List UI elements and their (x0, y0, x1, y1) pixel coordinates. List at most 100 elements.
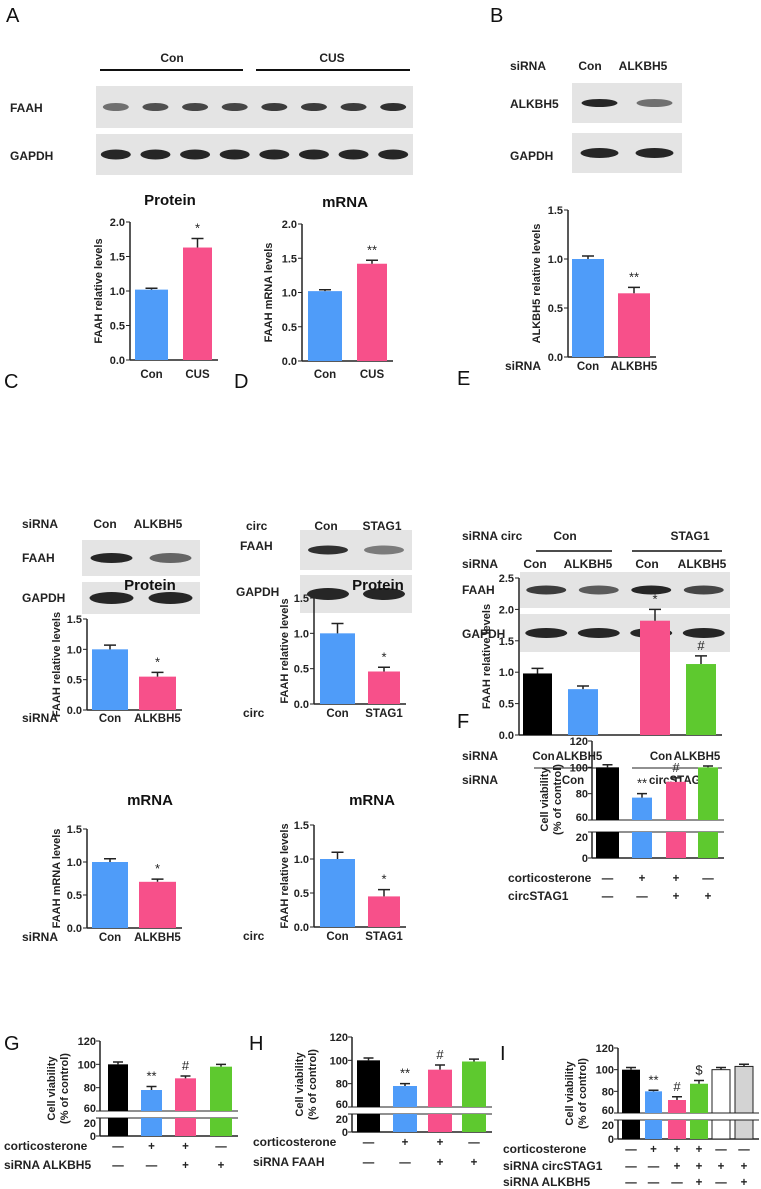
significance-marker: ** (648, 1072, 658, 1087)
bar (640, 620, 670, 735)
row-label: siRNA (505, 359, 541, 373)
chart-a2: 0.0 0.5 1.0 1.5 2.0 FAAH mRNA levels mRNA Con **… (263, 194, 393, 381)
group-label: CUS (319, 51, 344, 65)
significance-marker: $ (695, 1063, 703, 1078)
blot-band (261, 103, 288, 111)
error-bar (695, 655, 707, 665)
blot-band (259, 149, 290, 160)
blot-row-label: GAPDH (462, 627, 505, 641)
condition-mark: — (146, 1160, 158, 1172)
y-tick-label: 1.0 (294, 854, 309, 866)
blot-row-label: ALKBH5 (510, 97, 559, 111)
y-tick-label: 1.0 (67, 644, 82, 656)
bar (308, 291, 342, 361)
bar (92, 649, 128, 710)
y-tick-label: 0.0 (294, 699, 309, 711)
lane-label: Con (635, 557, 658, 571)
y-tick-label: 0.0 (110, 355, 125, 367)
error-bar (331, 851, 344, 859)
y-tick-label: 100 (570, 762, 588, 774)
group-label: Con (553, 529, 576, 543)
chart-h: 120 100 80 60 200 Cell viability (% of control… (253, 1032, 492, 1169)
blot-row-label: GAPDH (236, 585, 279, 599)
condition-mark: + (696, 1144, 703, 1156)
blot-band (636, 99, 673, 107)
error-bar (378, 666, 390, 672)
bar (368, 671, 400, 704)
y-axis-label-unit: (% of control) (307, 1049, 319, 1120)
significance-marker: * (195, 221, 200, 236)
y-tick-label: 80 (576, 789, 588, 801)
blot-band (378, 149, 409, 160)
error-bar (180, 1075, 191, 1079)
y-tick-label: 20 (576, 832, 588, 844)
condition-mark: — (363, 1157, 375, 1169)
error-bar (435, 1064, 445, 1070)
blot-band (580, 148, 619, 158)
x-tick-label: ALKBH5 (611, 361, 658, 373)
chart-title: Protein (144, 192, 196, 209)
chart-title: Protein (352, 577, 404, 594)
x-tick-label: CUS (185, 369, 210, 381)
bar (368, 896, 400, 927)
blot-row-label: FAAH (240, 539, 273, 553)
y-tick-label: 0.0 (67, 705, 82, 717)
y-axis-label-unit: (% of control) (59, 1053, 71, 1124)
condition-mark: — (602, 873, 614, 885)
blot-row-label: FAAH (22, 551, 55, 565)
error-bar (602, 763, 613, 768)
bar-upper (596, 767, 619, 820)
bar-upper (462, 1061, 486, 1107)
blot-band (219, 149, 250, 160)
y-tick-label: 1.5 (548, 205, 563, 217)
condition-mark: — (702, 873, 714, 885)
y-tick-label: 0.5 (294, 888, 309, 900)
bar-lower (596, 832, 619, 858)
error-bar (628, 286, 640, 294)
condition-mark: + (639, 873, 646, 885)
blot-band (364, 545, 404, 555)
bar-lower (622, 1120, 640, 1139)
y-tick-label: 0.5 (548, 303, 563, 315)
y-axis-label: Cell viability (539, 767, 551, 832)
y-tick-label: 100 (596, 1065, 614, 1077)
error-bar (672, 1096, 682, 1100)
bar-lower (666, 832, 686, 858)
panel-label-i: I (500, 1043, 506, 1065)
y-tick-label: 2.0 (282, 219, 297, 231)
significance-marker: ** (367, 242, 377, 257)
bar-upper (734, 1065, 754, 1114)
y-tick-label: 60 (84, 1103, 96, 1115)
condition-mark: — (363, 1137, 375, 1149)
row-label-siRNA: siRNA (462, 773, 498, 787)
x-tick-label: Con (326, 708, 348, 720)
y-tick-label: 120 (78, 1036, 96, 1048)
chart-e: 0.0 0.5 1.0 1.5 2.0 2.5 FAAH relative levels * #… (462, 573, 722, 787)
condition-mark: — (648, 1177, 660, 1189)
significance-marker: * (381, 649, 386, 664)
blot-band (100, 149, 131, 160)
blot-b: siRNA Con ALKBH5 ALKBH5 GAPDH (510, 59, 668, 163)
bar-lower (698, 832, 718, 858)
y-tick-label: 20 (336, 1114, 348, 1126)
x-tick-label: Con (650, 751, 672, 763)
y-tick-label: 0.5 (499, 699, 514, 711)
y-tick-label: 1.0 (548, 254, 563, 266)
condition-mark: — (399, 1157, 411, 1169)
condition-mark: + (741, 1177, 748, 1189)
blot-band (221, 103, 248, 111)
error-bar (378, 888, 390, 897)
y-tick-label: 2.0 (499, 604, 514, 616)
x-tick-label: ALKBH5 (134, 713, 181, 725)
condition-mark: — (738, 1144, 750, 1156)
blot-row-label: FAAH (462, 583, 495, 597)
error-bar (151, 671, 164, 677)
blot-band (148, 592, 193, 604)
error-bar (366, 259, 378, 264)
x-tick-label: Con (99, 932, 121, 944)
bar (320, 859, 355, 927)
y-tick-label: 100 (330, 1055, 348, 1067)
bar (568, 689, 598, 735)
panel-label-h: H (249, 1033, 263, 1055)
